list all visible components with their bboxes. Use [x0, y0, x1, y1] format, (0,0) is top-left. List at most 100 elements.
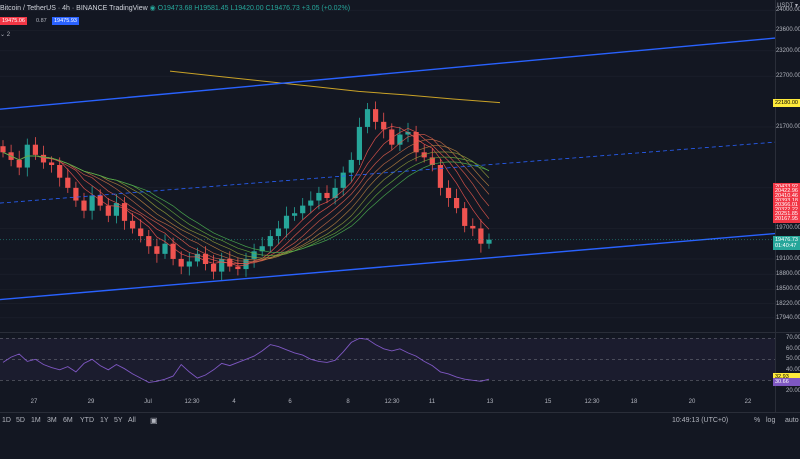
sell-button[interactable]: 19475.06 [0, 17, 27, 25]
time-axis-label: 18 [630, 399, 638, 405]
candle-body [154, 246, 160, 254]
price-badge: 20433.92 [773, 182, 800, 191]
chevron-down-icon: ⌄ [0, 32, 7, 38]
rsi-line [2, 337, 490, 383]
candle-body [40, 154, 47, 163]
time-axis-label: 29 [87, 399, 95, 405]
price-badge: 22180.00 [773, 98, 800, 107]
time-axis-label: 4 [232, 399, 236, 405]
candle-body [202, 253, 209, 264]
price-badge: 20251.85 [773, 210, 800, 219]
symbol-name[interactable]: Bitcoin / TetherUS [0, 5, 56, 12]
candle-body [300, 205, 306, 214]
rsi-band [0, 338, 775, 381]
candle-body [389, 129, 395, 145]
price-badge: 20410.46 [773, 191, 800, 200]
candle-body [170, 243, 176, 259]
candle-body [429, 157, 435, 165]
candle-body [462, 208, 468, 226]
clock-display[interactable]: 10:49:13 (UTC+0) [672, 417, 729, 424]
price-badge: 20366.01 [773, 201, 800, 210]
candle-body [348, 159, 354, 173]
brand-label: TradingView [109, 5, 148, 12]
ema-ribbon-line [2, 133, 490, 264]
candle-body [292, 213, 298, 216]
range-button-ytd[interactable]: YTD [80, 417, 94, 424]
candle-body [32, 144, 38, 155]
rsi-value-badge: 30.66 [773, 377, 800, 386]
candle-body [486, 239, 492, 244]
range-button-1d[interactable]: 1D [2, 417, 11, 424]
rsi-value-badge: 32.93 [773, 372, 800, 381]
change-value: +3.05 (+0.02%) [301, 5, 351, 12]
candle-body [267, 236, 273, 247]
time-axis[interactable]: 27 29 Jul 12:30 4 6 8 12:30 11 13 15 12:30 18 20 22 [0, 396, 775, 412]
candle-body [316, 192, 322, 201]
candle-body [413, 132, 419, 153]
auto-toggle[interactable]: auto [785, 417, 799, 424]
indicators-toggle[interactable]: ⌄ 2 [0, 31, 10, 38]
candle-body [251, 251, 257, 259]
price-badge: 20167.95 [773, 214, 800, 223]
channel-upper-line[interactable] [0, 37, 776, 110]
time-axis-label: 12:30 [184, 399, 200, 405]
candle-body [89, 195, 95, 211]
candle-body [121, 203, 128, 221]
candle-body [405, 132, 411, 135]
range-button-3m[interactable]: 3M [47, 417, 57, 424]
date-range-icon[interactable]: ▣ [150, 416, 158, 425]
rsi-axis-label: 20.00 [785, 387, 800, 394]
candle-body [275, 228, 281, 237]
price-axis-label: 23600.00 [775, 27, 800, 34]
ema-ribbon-line [2, 151, 490, 253]
candle-body [283, 215, 290, 229]
time-axis-label: 12:30 [384, 399, 400, 405]
range-button-all[interactable]: All [128, 417, 136, 424]
range-button-5y[interactable]: 5Y [114, 417, 123, 424]
price-axis-label: 17940.00 [775, 314, 800, 321]
bottom-toolbar: 10:49:13 (UTC+0) % log auto ▣ 1D 5D 1M 3M 6M… [0, 412, 800, 459]
pane-divider[interactable] [0, 332, 800, 333]
rsi-axis-label: 60.00 [785, 345, 800, 352]
buy-button[interactable]: 19475.93 [52, 17, 79, 25]
symbol-legend[interactable]: Bitcoin / TetherUS · 4h · BINANCE Tradin… [0, 5, 351, 12]
time-axis-label: Jul [144, 399, 152, 405]
candle-body [194, 253, 200, 262]
currency-label[interactable]: USDT ▾ [777, 3, 798, 9]
candle-body [454, 198, 460, 209]
candle-body [356, 126, 362, 160]
log-toggle[interactable]: log [766, 417, 776, 424]
range-button-1y[interactable]: 1Y [100, 417, 109, 424]
candle-body [235, 266, 241, 270]
chart-area[interactable]: Bitcoin / TetherUS · 4h · BINANCE Tradin… [0, 0, 776, 412]
price-axis[interactable]: USDT ▾ 24000.00 23600.00 23200.00 22700.00 2… [773, 0, 800, 412]
candle-body [381, 121, 387, 130]
price-axis-label: 18220.00 [775, 300, 800, 307]
candle-body [373, 109, 379, 122]
range-button-6m[interactable]: 6M [63, 417, 73, 424]
candle-body [146, 236, 152, 247]
candle-body [178, 258, 184, 267]
percent-toggle[interactable]: % [754, 417, 761, 424]
candle-body [49, 162, 55, 165]
market-status-icon: ◉ [149, 5, 158, 12]
channel-lower-line[interactable] [0, 232, 776, 301]
price-axis-label: 22700.00 [775, 73, 800, 80]
open-value: O19473.68 [157, 5, 193, 12]
time-axis-label: 13 [486, 399, 494, 405]
candle-body [57, 165, 63, 178]
price-axis-label: 21700.00 [775, 123, 800, 130]
candle-body [0, 146, 6, 153]
interval-label[interactable]: 4h [62, 5, 70, 12]
channel-mid-line[interactable] [0, 141, 776, 204]
rsi-axis-label: 70.00 [785, 335, 800, 342]
time-axis-label: 22 [744, 399, 752, 405]
price-chart[interactable] [0, 0, 776, 412]
range-button-5d[interactable]: 5D [16, 417, 25, 424]
candle-body [211, 264, 217, 272]
candle-body [364, 109, 371, 127]
price-axis-label: 18800.00 [775, 271, 800, 278]
range-button-1m[interactable]: 1M [31, 417, 41, 424]
exchange-label: BINANCE [76, 5, 108, 12]
time-axis-label: 27 [30, 399, 38, 405]
